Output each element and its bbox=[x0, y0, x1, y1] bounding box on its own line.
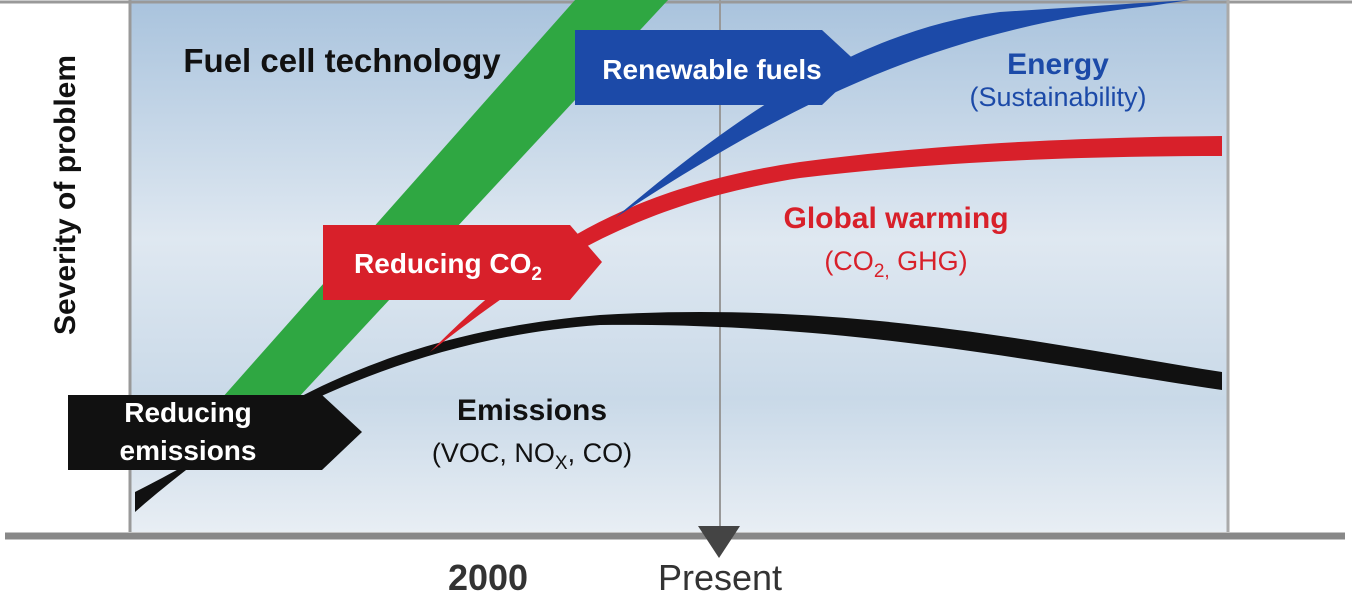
global-warming-title: Global warming bbox=[783, 202, 1008, 235]
energy-subtitle: (Sustainability) bbox=[969, 82, 1146, 112]
subtitle-text: GHG) bbox=[890, 246, 968, 276]
reducing-emissions-arrow bbox=[68, 395, 362, 470]
reducing-emissions-line: emissions bbox=[120, 435, 257, 466]
renewable-fuels-arrow bbox=[575, 30, 862, 105]
subtitle-text: (VOC, NO bbox=[432, 438, 555, 468]
fuel-cell-label: Fuel cell technology bbox=[183, 42, 501, 79]
subtitle-subscript: X bbox=[555, 453, 568, 474]
subtitle-text: (CO bbox=[824, 246, 874, 276]
emissions-subtitle: (VOC, NOX, CO) bbox=[432, 438, 632, 474]
present-arrow bbox=[698, 526, 740, 558]
energy-title: Energy bbox=[1007, 48, 1109, 81]
label-subscript: 2 bbox=[531, 264, 542, 285]
reducing-co2-arrow bbox=[323, 225, 602, 300]
subtitle-subscript: 2, bbox=[874, 261, 890, 282]
energy-curve bbox=[615, 0, 1190, 218]
emissions-title: Emissions bbox=[457, 394, 607, 427]
subtitle-text: , CO) bbox=[568, 438, 633, 468]
global-warming-curve bbox=[430, 136, 1222, 352]
global-warming-subtitle: (CO2, GHG) bbox=[824, 246, 967, 282]
year-label: 2000 bbox=[448, 557, 528, 598]
renewable-fuels-label: Renewable fuels bbox=[602, 54, 821, 85]
emissions-curve bbox=[135, 312, 1222, 512]
reducing-emissions-line: Reducing bbox=[124, 397, 252, 428]
y-axis-label: Severity of problem bbox=[49, 55, 82, 335]
label-text: Reducing CO bbox=[354, 248, 531, 279]
reducing-co2-label: Reducing CO2 bbox=[354, 248, 542, 285]
present-label: Present bbox=[658, 557, 782, 598]
